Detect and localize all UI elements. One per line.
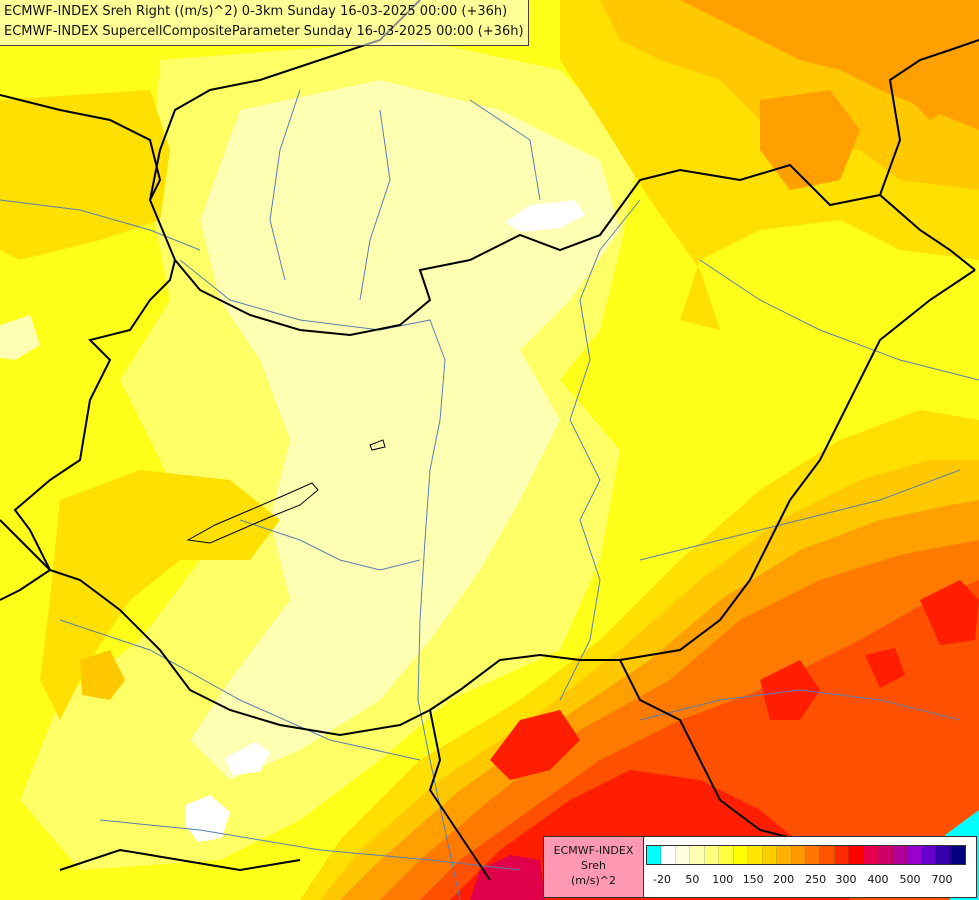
river-north-2 <box>359 109 391 301</box>
legend-swatch <box>834 846 850 864</box>
legend-swatch <box>921 846 937 864</box>
legend-swatch <box>762 846 778 864</box>
border-slovenia-croatia <box>0 569 51 601</box>
legend-label-line1: ECMWF-INDEX <box>553 844 634 857</box>
legend-color-bar <box>646 845 966 865</box>
legend-tick-label: 100 <box>712 873 734 886</box>
legend-swatch <box>690 846 705 864</box>
border-hungary-south <box>49 569 431 737</box>
field-white-2 <box>225 742 270 775</box>
borders <box>0 0 979 881</box>
field-red-5 <box>865 648 905 688</box>
legend-swatch <box>878 846 893 864</box>
field-red-4 <box>920 580 979 645</box>
legend-tick-label: 400 <box>867 873 889 886</box>
field-white-3 <box>185 795 230 842</box>
river-southeast <box>639 689 961 721</box>
legend-swatch <box>805 846 821 864</box>
legend-tick-label: 700 <box>931 873 953 886</box>
legend-swatch <box>863 846 879 864</box>
legend-tick-label: 300 <box>835 873 857 886</box>
river-sava <box>99 819 521 871</box>
field-gold-nw <box>0 90 170 260</box>
field-red-2 <box>490 710 580 780</box>
legend-swatch <box>892 846 908 864</box>
river-east-1 <box>699 259 979 381</box>
field-amber-west <box>80 650 125 700</box>
field-red-3 <box>760 660 820 720</box>
legend-swatch <box>748 846 763 864</box>
map-title-line2: ECMWF-INDEX SupercellCompositeParameter … <box>4 24 524 39</box>
legend-swatch <box>791 846 806 864</box>
map-title-box: ECMWF-INDEX Sreh Right ((m/s)^2) 0-3km S… <box>0 0 529 46</box>
legend-label-line3: (m/s)^2 <box>571 874 616 887</box>
legend-swatch <box>907 846 922 864</box>
lake-small <box>369 439 386 451</box>
legend-swatch <box>820 846 835 864</box>
river-drava <box>59 619 421 761</box>
field-orange-ne3 <box>880 10 979 120</box>
field-pale-west <box>0 315 40 360</box>
legend-swatch <box>675 846 691 864</box>
border-romania-serbia <box>619 659 801 841</box>
river-tisza <box>559 199 641 701</box>
legend-tick-label: 250 <box>805 873 827 886</box>
legend-label-line2: Sreh <box>580 859 606 872</box>
field-gold-west <box>40 470 280 720</box>
lake-balaton <box>186 482 319 544</box>
river-balaton-outflow <box>239 519 421 571</box>
map-title-line1: ECMWF-INDEX Sreh Right ((m/s)^2) 0-3km S… <box>4 4 508 19</box>
legend-swatch <box>936 846 951 864</box>
river-danube <box>179 259 461 900</box>
legend-tick-labels: -20 50 100 150 200 250 300 400 500 700 <box>646 873 966 889</box>
legend-swatch <box>704 846 720 864</box>
river-mures <box>639 469 961 561</box>
border-hungary-west <box>13 259 176 571</box>
legend-tick-label: 500 <box>899 873 921 886</box>
legend-swatch <box>777 846 792 864</box>
legend-swatch <box>950 846 965 864</box>
legend-tick-label: 150 <box>742 873 764 886</box>
legend-swatch <box>661 846 676 864</box>
legend-tick-label: 50 <box>685 873 700 886</box>
border-south-bosnia <box>59 848 301 872</box>
river-north-1 <box>269 89 301 281</box>
legend-tick-label: -20 <box>653 873 671 886</box>
legend-tick-label: 200 <box>773 873 795 886</box>
field-pale-center <box>190 80 620 780</box>
color-legend: ECMWF-INDEX Sreh (m/s)^2 -20 50 100 150 200 2… <box>543 836 977 898</box>
border-slovakia-west <box>148 0 421 261</box>
field-orange-ne2 <box>760 90 860 190</box>
border-west-2 <box>0 519 51 571</box>
field-white-1 <box>505 200 585 232</box>
legend-swatch <box>733 846 749 864</box>
border-hungary-north <box>174 163 976 337</box>
border-hungary-east <box>429 269 976 711</box>
river-north-3 <box>469 99 541 201</box>
legend-swatch <box>849 846 864 864</box>
border-ukraine <box>879 39 979 196</box>
legend-label: ECMWF-INDEX Sreh (m/s)^2 <box>544 837 644 897</box>
river-west-1 <box>0 199 201 251</box>
legend-swatch <box>647 846 662 864</box>
border-croatia-serbia <box>428 709 491 881</box>
legend-swatch <box>719 846 734 864</box>
rivers <box>0 89 979 900</box>
border-austria <box>0 94 162 201</box>
